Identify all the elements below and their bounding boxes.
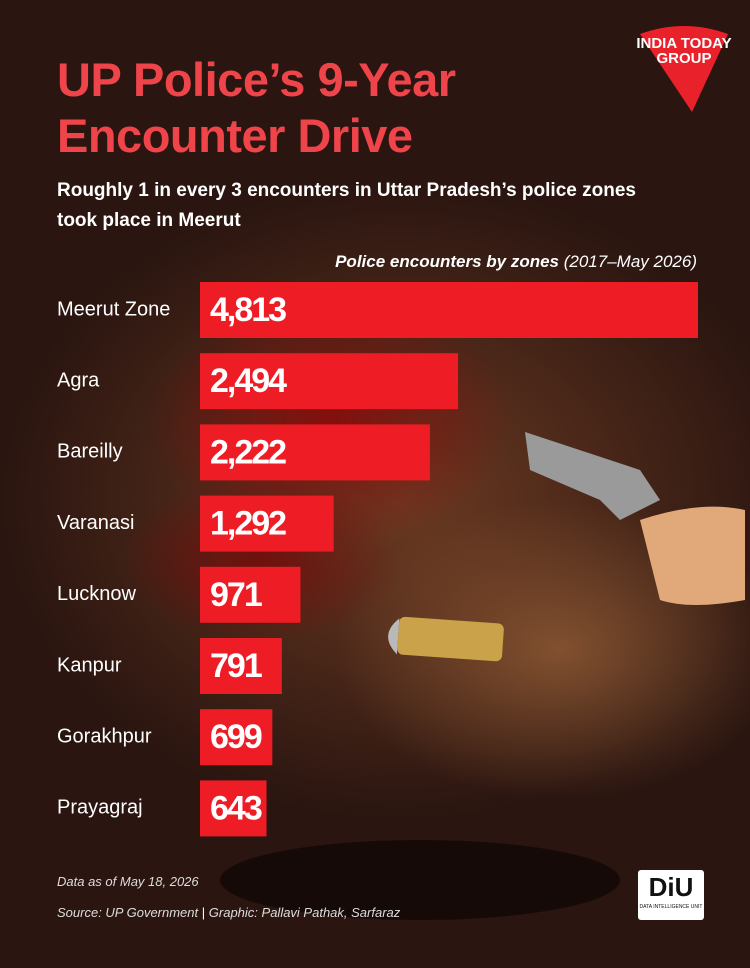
- measure-label: Police encounters by zones: [335, 252, 559, 271]
- bar: [200, 780, 267, 837]
- graphic-credit: Graphic: Pallavi Pathak, Sarfaraz: [208, 905, 401, 920]
- category-label: Gorakhpur: [57, 725, 152, 747]
- value-label: 4,813: [210, 291, 286, 329]
- bar: [200, 353, 459, 410]
- chart-label: Police encounters by zones (2017–May 202…: [335, 252, 697, 272]
- bar: [200, 709, 273, 766]
- source: Source: UP Government: [57, 905, 199, 920]
- value-label: 1,292: [210, 505, 286, 543]
- value-label: 791: [210, 647, 262, 685]
- category-label: Kanpur: [57, 654, 122, 676]
- value-label: 643: [210, 789, 262, 827]
- category-label: Meerut Zone: [57, 298, 170, 320]
- category-label: Lucknow: [57, 583, 136, 605]
- bar: [200, 566, 301, 623]
- source-credit: Source: UP Government | Graphic: Pallavi…: [57, 905, 401, 920]
- category-label: Varanasi: [57, 512, 134, 534]
- bar: [200, 282, 698, 338]
- category-label: Agra: [57, 369, 100, 391]
- category-label: Bareilly: [57, 441, 123, 463]
- logo-text: DiU: [648, 872, 694, 902]
- value-label: 2,494: [210, 362, 287, 400]
- bar: [200, 638, 282, 694]
- value-label: 699: [210, 718, 262, 756]
- category-label: Prayagraj: [57, 797, 143, 819]
- india-today-logo: INDIA TODAY GROUP: [636, 22, 732, 114]
- chart-title: UP Police’s 9-Year Encounter Drive: [57, 53, 456, 162]
- logo-shape: [640, 26, 728, 112]
- chart-subtitle: Roughly 1 in every 3 encounters in Uttar…: [57, 180, 636, 231]
- data-note: Data as of May 18, 2026: [57, 874, 199, 889]
- value-label: 2,222: [210, 433, 286, 471]
- decor: [220, 432, 745, 920]
- period-label: (2017–May 2026): [563, 252, 697, 271]
- bar: [200, 495, 334, 552]
- logo-subtext: DATA INTELLIGENCE UNIT: [639, 904, 703, 910]
- bar: [200, 424, 430, 481]
- logo-text: INDIA TODAY GROUP: [636, 35, 732, 67]
- value-label: 971: [210, 576, 262, 614]
- diu-logo: DiU DATA INTELLIGENCE UNIT: [638, 870, 704, 920]
